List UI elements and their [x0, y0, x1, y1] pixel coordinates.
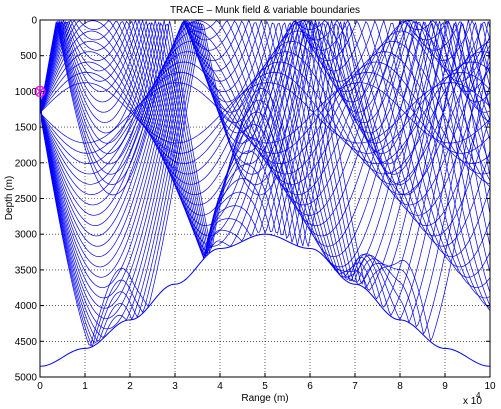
ray-path — [40, 21, 490, 299]
ray-path — [40, 20, 490, 339]
x-tick-label: 0 — [37, 381, 43, 392]
ray-path — [40, 20, 490, 226]
ray-path — [40, 20, 490, 288]
y-tick-labels: 0 500 1000 1500 2000 2500 3000 3500 4000 4500 5000 — [15, 16, 38, 384]
x-tick-label: 9 — [442, 381, 448, 392]
y-tick-label: 4500 — [15, 337, 38, 348]
ray-path — [40, 20, 490, 319]
ray-path — [40, 21, 490, 342]
plot-area — [34, 19, 491, 378]
y-tick-label: 500 — [20, 51, 37, 62]
ray-path — [40, 20, 490, 308]
x-tick-label: 3 — [172, 381, 178, 392]
y-tick-label: 3500 — [15, 265, 38, 276]
ray-path — [40, 20, 490, 237]
ray-path — [40, 20, 490, 257]
y-tick-label: 2500 — [15, 194, 38, 205]
y-tick-label: 5000 — [15, 373, 38, 384]
ray-path — [40, 82, 490, 144]
y-axis-label: Depth (m) — [4, 176, 15, 220]
source-cross-b — [36, 87, 44, 96]
ray-path — [40, 20, 490, 216]
y-tick-label: 1000 — [15, 87, 38, 98]
y-tick-label: 4000 — [15, 301, 38, 312]
x-multiplier-label: x 10 — [463, 396, 482, 407]
x-multiplier-exponent: 4 — [476, 391, 481, 400]
ray-path — [40, 30, 490, 195]
x-tick-label: 5 — [262, 381, 268, 392]
ray-paths — [40, 20, 490, 348]
x-tick-label: 4 — [217, 381, 223, 392]
ray-path — [40, 30, 490, 195]
ray-path — [40, 21, 490, 268]
boundaries — [40, 233, 490, 367]
ray-path — [40, 20, 490, 206]
ray-path — [40, 20, 490, 309]
x-tick-label: 6 — [307, 381, 313, 392]
x-tick-label: 10 — [484, 381, 496, 392]
x-tick-label: 8 — [397, 381, 403, 392]
bottom-boundary-line — [40, 233, 490, 367]
ray-path — [40, 71, 490, 154]
ray-path — [40, 20, 490, 216]
ray-path — [40, 51, 490, 175]
ray-path — [40, 20, 490, 249]
ray-path — [40, 20, 490, 273]
y-tick-label: 0 — [31, 16, 37, 27]
chart-title: TRACE – Munk field & variable boundaries — [170, 5, 360, 16]
ray-path — [40, 20, 490, 278]
ray-path — [40, 22, 490, 347]
x-tick-label: 7 — [352, 381, 358, 392]
ray-path — [40, 20, 490, 247]
x-tick-label: 1 — [82, 381, 88, 392]
x-axis-label: Range (m) — [241, 393, 288, 404]
x-tick-labels: 0 1 2 3 4 5 6 7 8 9 10 — [37, 381, 496, 392]
y-tick-label: 3000 — [15, 230, 38, 241]
ray-path — [40, 20, 490, 226]
ray-path — [40, 20, 490, 293]
ray-path — [40, 82, 490, 144]
y-tick-label: 1500 — [15, 123, 38, 134]
source-circle — [34, 85, 46, 98]
ticks — [39, 19, 491, 378]
ray-path — [40, 20, 490, 268]
x-tick-label: 2 — [127, 381, 133, 392]
ray-path — [40, 21, 490, 348]
ray-path — [40, 61, 490, 164]
source-marker — [34, 85, 46, 98]
ray-path — [40, 20, 490, 344]
grid — [40, 20, 490, 377]
ray-path — [40, 20, 490, 299]
y-tick-label: 2000 — [15, 158, 38, 169]
ray-path — [40, 20, 490, 250]
ray-path — [40, 20, 490, 288]
ray-path — [40, 40, 490, 185]
ray-path — [40, 20, 490, 257]
ray-path — [40, 20, 490, 330]
